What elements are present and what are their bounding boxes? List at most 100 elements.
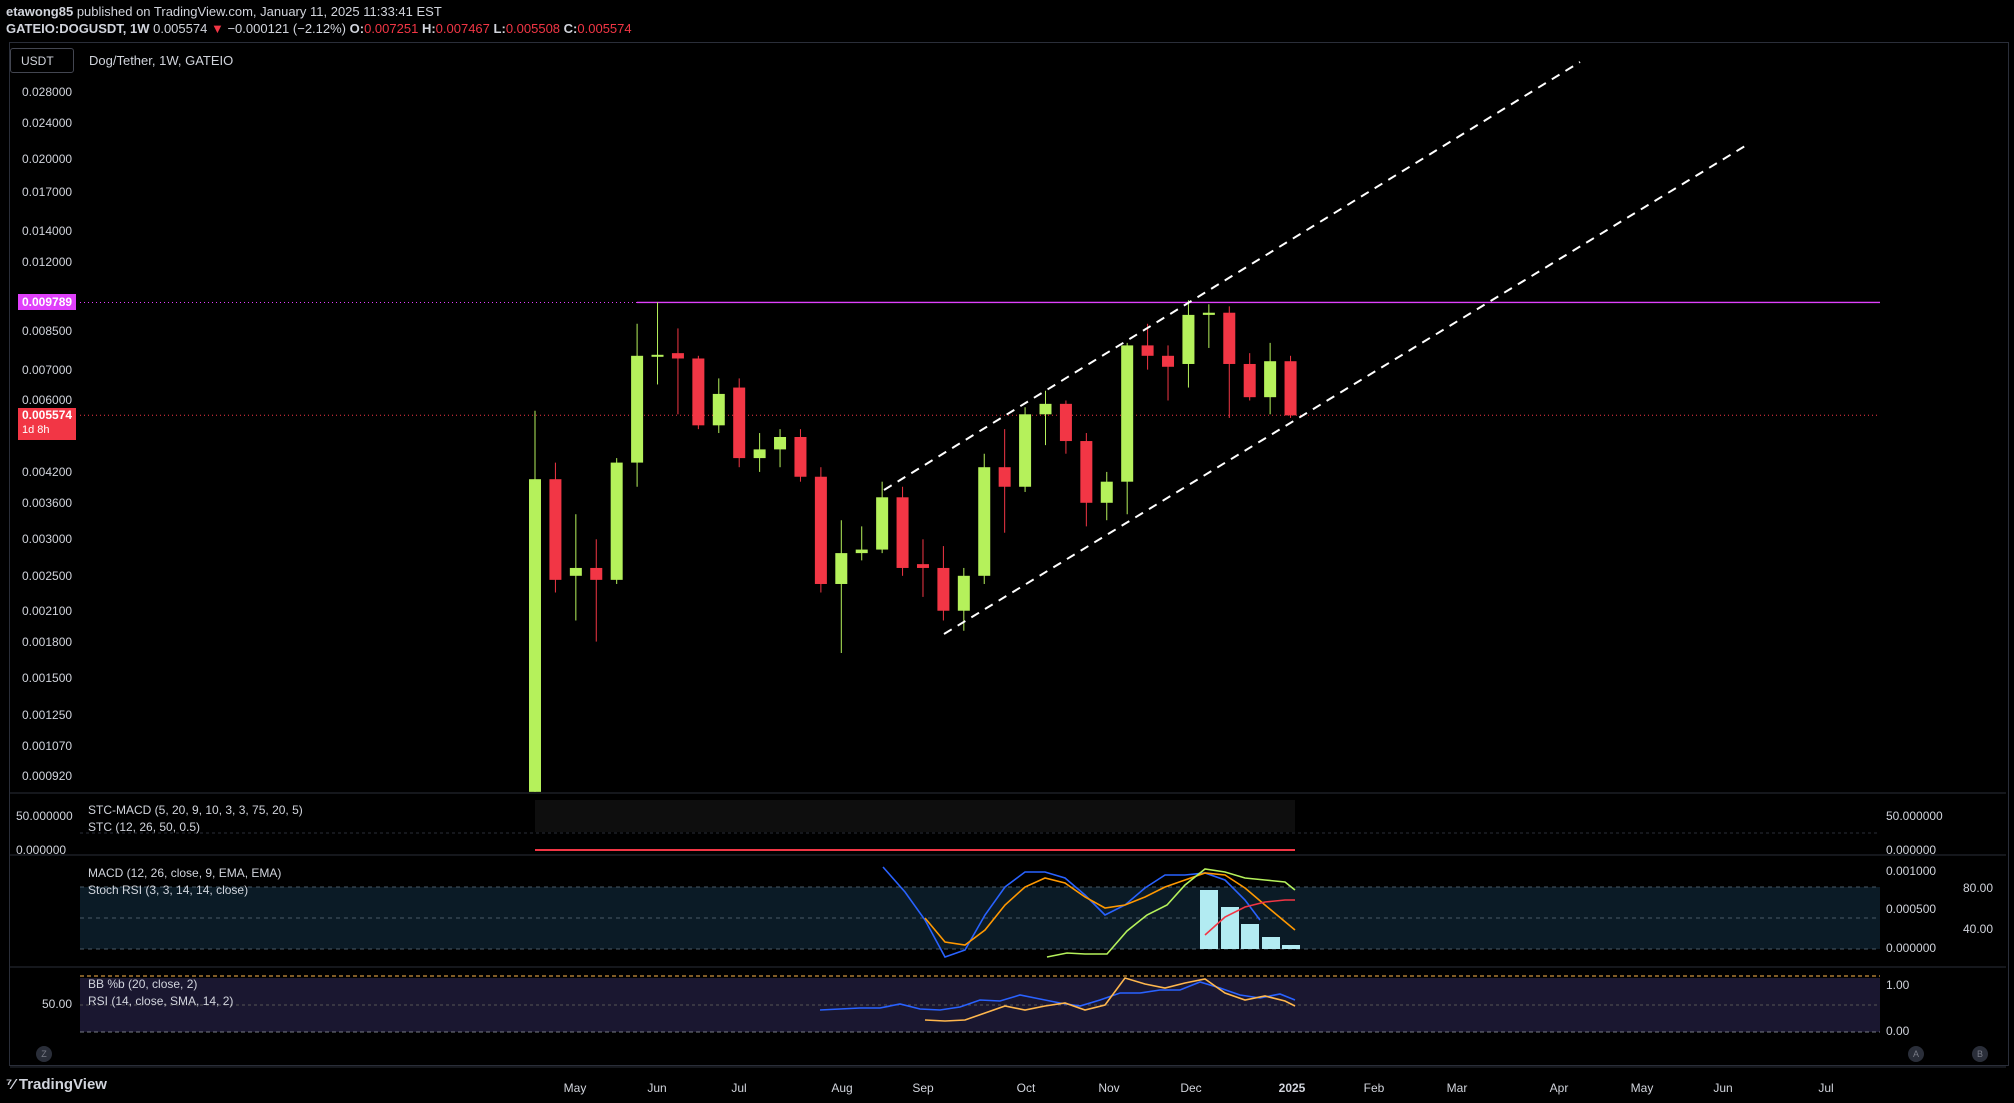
publish-info: etawong85 published on TradingView.com, … (6, 4, 442, 19)
candle-body (1100, 481, 1113, 503)
tradingview-logo-text: TradingView (18, 1076, 107, 1093)
time-tick-label: 2025 (1278, 1081, 1306, 1095)
signal-line (924, 872, 1296, 946)
down-arrow-icon: ▼ (210, 21, 224, 36)
high-label: H: (421, 21, 436, 36)
channel-upper-line (883, 61, 1581, 491)
candle-body (896, 497, 909, 568)
candle-body (937, 567, 950, 611)
symbol-label: GATEIO:DOGUSDT, 1W (6, 21, 150, 36)
price-tick-label: 0.006000 (22, 393, 73, 408)
candle-body (998, 467, 1011, 487)
candle-body (692, 358, 705, 426)
candle-body (1039, 403, 1052, 415)
macd-right-2: 0.000500 (1886, 902, 1937, 916)
price-tick-label: 0.001070 (22, 738, 73, 753)
candle-body (1202, 312, 1215, 315)
chart-title: Dog/Tether, 1W, GATEIO (89, 53, 234, 68)
price-tick-label: 0.001800 (22, 634, 73, 649)
time-tick-label: May (563, 1081, 587, 1095)
stc-right-bottom: 0.000000 (1886, 843, 1937, 857)
candle-body (855, 549, 868, 554)
stoch-rsi-label[interactable]: Stoch RSI (3, 3, 14, 14, close) (88, 883, 249, 897)
candle-body (835, 553, 848, 584)
ohlc-legend: GATEIO:DOGUSDT, 1W 0.005574 ▼ −0.000121 … (6, 21, 632, 36)
price-tick-label: 0.001500 (22, 671, 73, 686)
currency-button[interactable]: USDT (10, 48, 74, 73)
price-tick-label: 0.014000 (22, 223, 73, 238)
macd-histogram-bar (1262, 937, 1280, 949)
bb-label[interactable]: BB %b (20, close, 2) (88, 977, 198, 991)
bb-right-2: 0.00 (1886, 1024, 1910, 1038)
low-label: L: (493, 21, 506, 36)
current-price-badge: 0.005574 1d 8h (18, 408, 77, 440)
stc-macd-label[interactable]: STC-MACD (5, 20, 9, 10, 3, 3, 75, 20, 5) (88, 803, 303, 817)
time-tick-label: May (1630, 1081, 1654, 1095)
price-tick-label: 0.024000 (22, 115, 73, 130)
price-tick-label: 0.002500 (22, 568, 73, 583)
a-button[interactable]: A (1908, 1046, 1924, 1062)
time-tick-label: Nov (1098, 1081, 1120, 1095)
close-value: 0.005574 (577, 21, 632, 36)
published-text: published on TradingView.com, January 11… (76, 4, 442, 19)
bb-line (924, 977, 1296, 1022)
candle-body (651, 354, 664, 357)
time-tick-label: Jun (647, 1081, 667, 1095)
high-value: 0.007467 (435, 21, 490, 36)
rsi-label[interactable]: RSI (14, close, SMA, 14, 2) (88, 994, 234, 1008)
stoch-right-2: 40.00 (1963, 922, 1994, 936)
macd-histogram-bar (1200, 890, 1218, 949)
price-tick-label: 0.012000 (22, 254, 73, 269)
time-tick-label: Dec (1180, 1081, 1202, 1095)
stc-band (535, 800, 1295, 832)
last-price: 0.005574 (153, 21, 208, 36)
candle-body (978, 467, 991, 576)
low-value: 0.005508 (505, 21, 561, 36)
stoch-right-1: 80.00 (1963, 881, 1994, 895)
price-tick-label: 0.028000 (22, 85, 73, 99)
tradingview-logo[interactable]: ⁷⁄ TradingView (6, 1076, 107, 1093)
candle-body (590, 567, 603, 580)
candle-body (569, 567, 582, 576)
countdown-label: 1d 8h (22, 424, 50, 436)
time-tick-label: Aug (831, 1081, 853, 1095)
open-value: 0.007251 (364, 21, 419, 36)
tv-logo-icon: ⁷⁄ (6, 1076, 19, 1093)
candle-body (1059, 403, 1072, 442)
candle-body (753, 449, 766, 459)
candle-body (957, 575, 970, 611)
candle-body (610, 462, 623, 580)
author-name[interactable]: etawong85 (6, 4, 74, 19)
candle-body (671, 353, 684, 359)
channel-lower-line (943, 145, 1746, 635)
z-button[interactable]: Z (36, 1046, 52, 1062)
candle-body (1243, 363, 1256, 398)
stoch-d-line (1204, 899, 1295, 936)
candle-body (1264, 361, 1277, 398)
macd-label[interactable]: MACD (12, 26, close, 9, EMA, EMA) (88, 866, 282, 880)
candle-body (916, 564, 929, 568)
candle-body (774, 436, 787, 450)
b-button[interactable]: B (1972, 1046, 1988, 1062)
macd-histogram-bar (1282, 945, 1300, 949)
stc-left-top: 50.000000 (16, 809, 73, 823)
candle-body (1223, 312, 1236, 364)
time-tick-label: Apr (1549, 1081, 1569, 1095)
candle-body (1141, 345, 1154, 356)
price-tick-label: 0.007000 (22, 362, 73, 377)
candle-body (733, 387, 746, 459)
price-tick-label: 0.008500 (22, 323, 73, 338)
candle-body (1080, 441, 1093, 503)
time-tick-label: Jul (731, 1081, 747, 1095)
candle-body (876, 497, 889, 550)
price-tick-label: 0.002100 (22, 603, 73, 618)
stc-label[interactable]: STC (12, 26, 50, 0.5) (88, 820, 201, 834)
time-tick-label: Sep (912, 1081, 934, 1095)
price-tick-label: 0.001250 (22, 707, 73, 722)
candle-body (1182, 314, 1195, 364)
candle-body (549, 479, 562, 580)
price-tick-label: 0.017000 (22, 184, 73, 199)
time-tick-label: Jul (1818, 1081, 1834, 1095)
price-tick-label: 0.020000 (22, 152, 73, 167)
